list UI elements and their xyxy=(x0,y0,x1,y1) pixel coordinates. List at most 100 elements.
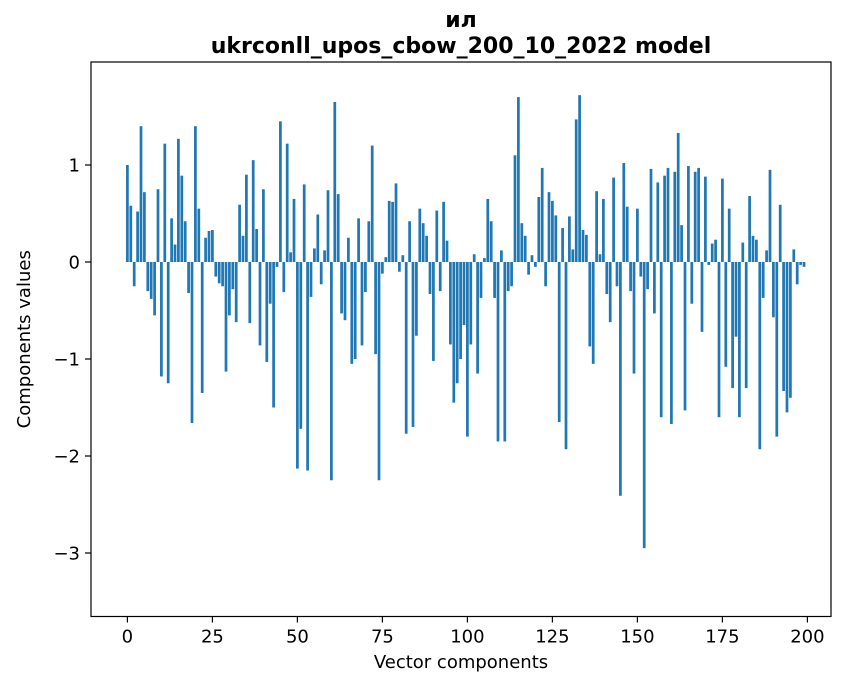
bar xyxy=(428,262,432,295)
bar xyxy=(190,262,194,424)
bar xyxy=(432,262,435,361)
bar xyxy=(245,174,248,262)
bar xyxy=(143,192,146,262)
bar xyxy=(571,249,575,262)
bar xyxy=(557,262,561,423)
bar xyxy=(758,262,762,450)
bar xyxy=(170,218,173,262)
bar xyxy=(605,262,609,295)
bar xyxy=(197,208,201,262)
bar xyxy=(568,216,571,262)
bar xyxy=(530,255,534,262)
bar xyxy=(251,160,255,262)
y-tick-label: 1 xyxy=(69,156,80,177)
bar xyxy=(544,262,547,287)
bar xyxy=(357,218,360,262)
x-tick-label: 150 xyxy=(620,627,654,648)
bar xyxy=(506,262,510,292)
bar xyxy=(330,262,333,481)
bar xyxy=(435,210,439,262)
bar xyxy=(319,262,323,285)
bar xyxy=(595,191,598,262)
bar xyxy=(629,262,632,292)
bar xyxy=(564,262,568,450)
bar xyxy=(778,204,782,262)
bar xyxy=(153,262,156,316)
bar xyxy=(139,126,143,262)
title-word: ил xyxy=(445,8,477,33)
bar xyxy=(228,262,231,316)
bar xyxy=(425,235,428,262)
bar xyxy=(316,214,320,262)
bar xyxy=(204,237,207,262)
bar xyxy=(670,262,673,424)
labels-layer: 0 25 50 75 100 125 150 175 200 1 0 −1 −2 −3 Vector com… xyxy=(14,156,825,674)
bar xyxy=(404,262,408,434)
bar xyxy=(374,262,377,355)
bar xyxy=(676,132,680,262)
bar xyxy=(520,223,524,262)
bar xyxy=(789,262,792,398)
bar xyxy=(598,254,602,262)
title-model: ukrconll_upos_cbow_200_10_2022 model xyxy=(210,34,712,59)
bar xyxy=(163,143,167,262)
bar xyxy=(292,198,296,262)
bar xyxy=(704,176,707,262)
bar xyxy=(690,262,694,304)
bar xyxy=(217,262,221,284)
bar xyxy=(561,228,564,262)
bar xyxy=(234,262,238,323)
bar xyxy=(782,262,785,392)
bar xyxy=(180,175,184,262)
bar xyxy=(221,262,224,287)
bar xyxy=(183,221,187,262)
bar xyxy=(262,189,265,262)
bar xyxy=(391,201,394,262)
bar xyxy=(768,169,772,262)
bar xyxy=(207,230,211,262)
bar xyxy=(547,192,551,262)
bar xyxy=(323,250,326,262)
bar xyxy=(574,119,578,262)
x-tick-label: 125 xyxy=(535,627,569,648)
bar xyxy=(194,126,197,262)
y-tick-label: 0 xyxy=(69,253,80,274)
bar xyxy=(408,221,411,262)
bar xyxy=(489,221,493,262)
axes-layer xyxy=(85,61,832,623)
bar xyxy=(697,167,700,262)
bar xyxy=(149,262,153,299)
bar xyxy=(156,189,160,262)
bar xyxy=(734,262,738,337)
bar xyxy=(272,262,275,408)
bar xyxy=(717,262,721,418)
bar xyxy=(200,262,204,393)
bar xyxy=(275,262,279,267)
bar xyxy=(449,262,452,345)
bar xyxy=(394,183,398,262)
bar xyxy=(238,204,241,262)
bar xyxy=(551,200,554,262)
bar xyxy=(755,239,758,262)
bar xyxy=(625,206,629,262)
bar xyxy=(700,262,704,332)
bar xyxy=(469,262,473,345)
bar xyxy=(136,211,139,262)
x-tick-label: 175 xyxy=(705,627,739,648)
bar xyxy=(578,95,581,262)
bar xyxy=(445,240,449,262)
x-tick-label: 50 xyxy=(286,627,309,648)
bar xyxy=(765,250,768,262)
bar xyxy=(347,237,350,262)
bar xyxy=(537,197,541,262)
bar xyxy=(364,262,367,293)
bar xyxy=(384,257,388,262)
bar xyxy=(302,184,306,262)
bar xyxy=(615,262,619,287)
bar xyxy=(554,215,558,262)
bars-layer xyxy=(126,95,806,549)
bar xyxy=(411,262,415,427)
bar xyxy=(731,262,734,389)
bar xyxy=(265,262,269,362)
